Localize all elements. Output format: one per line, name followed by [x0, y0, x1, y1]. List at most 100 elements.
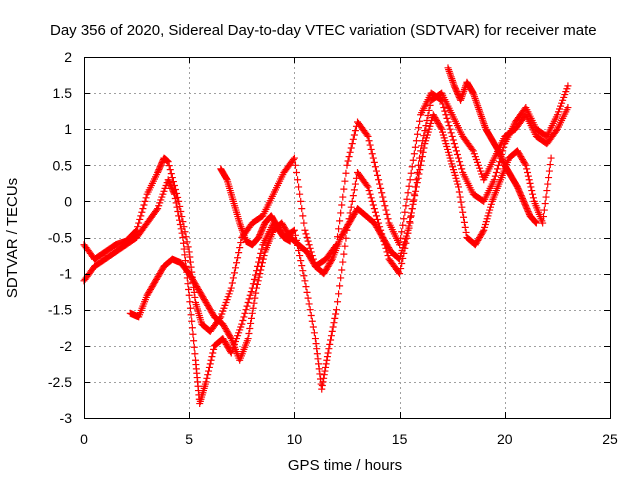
data-point — [307, 311, 315, 319]
y-tick-label: 1.5 — [53, 85, 73, 101]
data-point — [400, 215, 408, 223]
data-point — [255, 258, 263, 266]
data-point — [230, 269, 238, 277]
chart-title: Day 356 of 2020, Sidereal Day-to-day VTE… — [50, 22, 597, 39]
data-point — [313, 345, 321, 353]
y-tick-label: 0.5 — [53, 157, 73, 173]
data-point — [460, 218, 468, 226]
data-point — [252, 289, 260, 297]
data-point — [249, 280, 257, 288]
data-point — [310, 329, 318, 337]
data-point — [247, 314, 255, 322]
data-point — [176, 221, 184, 229]
data-point — [135, 219, 143, 227]
data-point — [349, 192, 357, 200]
data-point — [171, 195, 179, 203]
data-point — [320, 374, 328, 382]
x-axis-label: GPS time / hours — [288, 457, 402, 474]
data-point — [180, 245, 188, 253]
data-point — [377, 184, 385, 192]
data-point — [243, 302, 251, 310]
data-point — [184, 280, 192, 288]
data-point — [338, 201, 346, 209]
data-point — [524, 172, 532, 180]
data-point — [331, 314, 339, 322]
data-point — [289, 156, 297, 164]
data-point — [444, 118, 452, 126]
data-point — [411, 143, 419, 151]
data-point — [395, 268, 403, 276]
data-point — [249, 304, 257, 312]
series-track-d — [217, 165, 294, 249]
data-point — [437, 124, 445, 132]
data-point — [242, 306, 250, 314]
data-point — [240, 313, 248, 321]
data-point — [408, 205, 416, 213]
data-point — [447, 129, 455, 137]
data-point — [564, 82, 572, 90]
data-point — [301, 277, 309, 285]
data-point — [185, 285, 193, 293]
data-point — [532, 219, 540, 227]
data-point — [322, 363, 330, 371]
y-tick-label: -3 — [60, 410, 73, 426]
x-tick-label: 25 — [602, 431, 618, 447]
data-point — [441, 107, 449, 115]
x-tick-label: 0 — [80, 431, 88, 447]
axis-layer: 0 5 10 15 20 25 -3 -2.5 -2 -1.5 -1 -0.5 0 0.5 1 1.5 2 — [48, 49, 618, 447]
data-point — [543, 187, 551, 195]
data-point — [404, 226, 412, 234]
data-point — [408, 163, 416, 171]
data-point — [415, 124, 423, 132]
data-point — [526, 179, 534, 187]
data-point — [522, 161, 530, 169]
data-point — [415, 170, 423, 178]
series-track-a — [80, 82, 572, 335]
data-point — [323, 353, 331, 361]
data-point — [335, 225, 343, 233]
data-point — [492, 169, 500, 177]
data-point — [205, 363, 213, 371]
data-point — [251, 271, 259, 279]
data-point — [228, 279, 236, 287]
y-tick-label: 1 — [64, 121, 72, 137]
data-point — [541, 200, 549, 208]
data-point — [208, 353, 216, 361]
data-point — [365, 187, 373, 195]
data-point — [181, 251, 189, 259]
data-point — [402, 202, 410, 210]
data-point — [237, 239, 245, 247]
data-point — [453, 150, 461, 158]
data-point — [407, 213, 415, 221]
data-point — [304, 294, 312, 302]
data-point — [521, 160, 529, 168]
data-point — [187, 263, 195, 271]
data-point — [407, 209, 415, 217]
data-point — [181, 228, 189, 236]
data-point — [203, 374, 211, 382]
data-point — [457, 161, 465, 169]
data-point — [186, 253, 194, 261]
data-point — [397, 265, 405, 273]
series-track-b — [80, 89, 572, 408]
data-point — [312, 340, 320, 348]
data-point — [289, 227, 297, 235]
data-point — [446, 125, 454, 133]
y-axis-label: SDTVAR / TECUs — [4, 178, 21, 298]
data-point — [344, 157, 352, 165]
data-point — [191, 293, 199, 301]
data-point — [303, 288, 311, 296]
data-point — [490, 176, 498, 184]
data-point — [301, 226, 309, 234]
data-point — [349, 135, 357, 143]
data-point — [524, 169, 532, 177]
x-tick-label: 10 — [287, 431, 303, 447]
data-point — [234, 254, 242, 262]
data-point — [173, 203, 181, 211]
data-point — [343, 161, 351, 169]
data-point — [233, 259, 241, 267]
data-point — [460, 213, 468, 221]
data-point — [250, 275, 258, 283]
data-point — [455, 183, 463, 191]
